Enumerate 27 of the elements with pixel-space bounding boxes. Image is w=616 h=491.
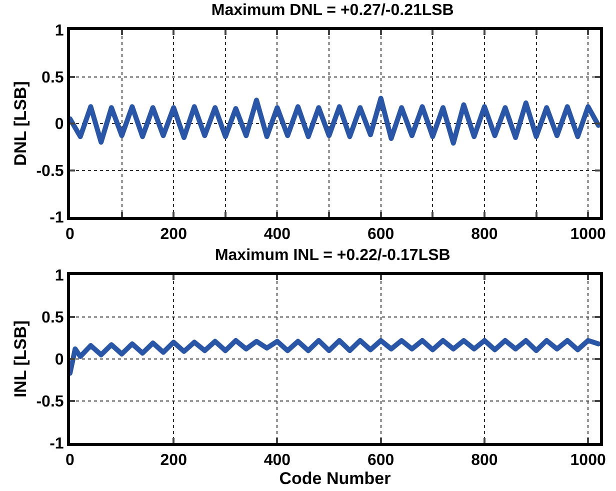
chart-title: Maximum INL = +0.22/-0.17LSB	[214, 246, 450, 264]
y-axis-title: DNL [LSB]	[10, 81, 30, 166]
y-axis-title: INL [LSB]	[10, 320, 30, 398]
y-tick-label: -0.5	[36, 162, 64, 180]
x-tick-label: 1000	[570, 226, 606, 244]
y-tick-label: 0.5	[42, 69, 64, 86]
x-tick-label: 400	[264, 452, 291, 470]
x-tick-label: 0	[66, 452, 75, 470]
x-tick-label: 600	[368, 452, 394, 470]
x-tick-label: 400	[264, 226, 291, 244]
y-tick-label: 0	[54, 352, 64, 369]
y-tick-label: 1	[54, 22, 64, 40]
y-tick-label: 1	[54, 268, 64, 285]
x-tick-label: 800	[471, 452, 498, 470]
x-tick-label: 600	[368, 226, 394, 244]
x-tick-label: 800	[471, 226, 498, 244]
x-tick-label: 200	[160, 226, 188, 244]
y-tick-label: -1	[50, 210, 64, 227]
x-tick-label: 200	[160, 452, 188, 470]
x-tick-label: 0	[66, 226, 75, 244]
y-tick-label: 0	[54, 116, 64, 134]
y-tick-label: -1	[50, 436, 64, 453]
x-tick-label: 1000	[570, 452, 606, 470]
y-tick-label: -0.5	[36, 394, 64, 411]
y-tick-label: 0.5	[42, 310, 64, 327]
chart-title: Maximum DNL = +0.27/-0.21LSB	[211, 2, 454, 19]
x-axis-title: Code Number	[279, 469, 392, 488]
